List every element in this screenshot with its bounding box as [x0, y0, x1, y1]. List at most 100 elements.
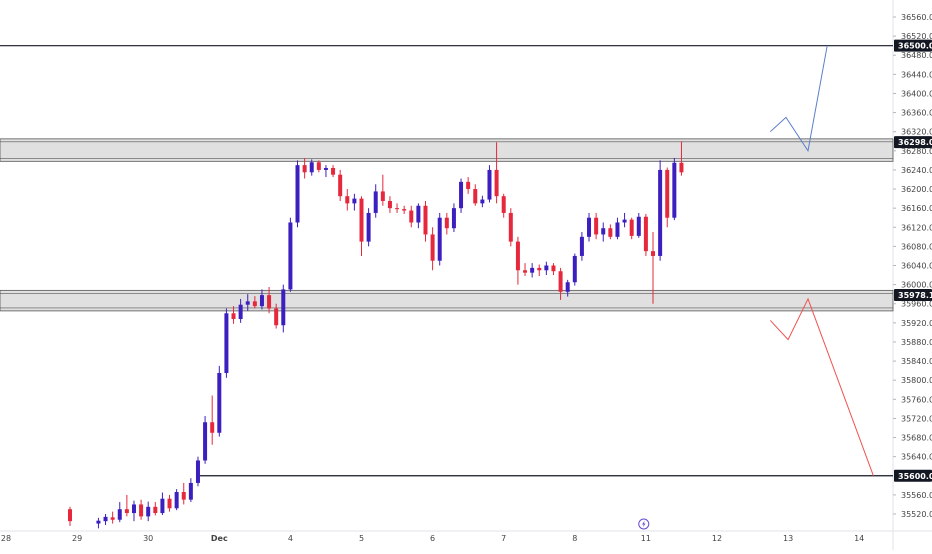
time-tick-label: 28	[1, 534, 11, 543]
candle-body	[345, 196, 350, 204]
price-tick-label: 36160.00	[901, 204, 932, 213]
price-tag	[894, 289, 932, 302]
candle-body	[601, 228, 606, 235]
candle-body	[274, 308, 279, 326]
time-tick-label: 12	[712, 534, 722, 543]
candle-body	[188, 482, 193, 500]
candle-body	[658, 169, 663, 256]
plot-background	[0, 0, 893, 531]
candle-body	[167, 498, 172, 509]
candle-body	[558, 271, 563, 292]
price-axis[interactable]: 36560.00 36520.00 36480.00 36440.00 36400.00…	[893, 13, 932, 519]
candle-body	[515, 241, 520, 271]
time-tick-label: Dec	[211, 534, 228, 543]
candle-body	[665, 169, 670, 218]
candle-body	[267, 295, 272, 309]
projection-layer	[769, 45, 874, 476]
candle-body	[437, 217, 442, 261]
candle-body	[252, 301, 257, 307]
price-tick-label: 36040.00	[901, 262, 932, 271]
candle-body	[373, 191, 378, 213]
candle-body	[587, 217, 592, 237]
candle-body	[309, 162, 314, 173]
time-tick-label: 13	[783, 534, 793, 543]
candle-body	[572, 255, 577, 283]
candle-body	[423, 205, 428, 235]
candle-body	[615, 222, 620, 237]
candle-body	[544, 265, 549, 271]
time-tick-label: 7	[501, 534, 506, 543]
candle-body	[416, 205, 421, 223]
candle-body	[679, 162, 684, 173]
candle-body	[565, 282, 570, 292]
candle-body	[494, 169, 499, 197]
candle-body	[238, 304, 243, 320]
candle-body	[608, 228, 613, 237]
candle-body	[316, 162, 321, 170]
candles-layer	[67, 141, 684, 529]
price-tag	[894, 39, 932, 52]
candle-body	[146, 506, 151, 517]
price-tick-label: 36440.00	[901, 70, 932, 79]
candle-body	[210, 422, 215, 433]
candle-body	[487, 169, 492, 200]
candle-body	[103, 516, 108, 522]
price-tag-label: 35600.00	[898, 472, 932, 481]
time-tick-label: 5	[359, 534, 364, 543]
price-tick-label: 35920.00	[901, 319, 932, 328]
candle-body	[153, 506, 158, 514]
bearish-projection-path	[769, 297, 874, 476]
candle-body	[459, 181, 464, 209]
price-tick-label: 35520.00	[901, 510, 932, 519]
candle-body	[643, 216, 648, 252]
candle-body	[217, 373, 222, 433]
candle-body	[203, 422, 208, 461]
candle-body	[551, 265, 556, 272]
price-tick-label: 36480.00	[901, 51, 932, 60]
time-tick-label: 29	[72, 534, 82, 543]
candle-body	[430, 234, 435, 261]
candle-body	[402, 209, 407, 211]
candle-body	[395, 208, 400, 210]
candle-body	[131, 504, 136, 514]
candle-body	[366, 212, 371, 242]
candle-body	[338, 174, 343, 197]
zones-layer	[0, 138, 894, 312]
candle-body	[174, 492, 179, 509]
time-axis[interactable]: 28 29 30 Dec 4 5 6 7 8 11 12 13 14	[1, 518, 864, 543]
candle-body	[181, 492, 186, 500]
candle-body	[67, 509, 72, 522]
candle-body	[195, 460, 200, 483]
price-tick-label: 36000.00	[901, 281, 932, 290]
candle-body	[466, 181, 471, 190]
candle-body	[508, 212, 513, 242]
candle-body	[651, 251, 656, 256]
price-tags-layer: 36500.00 35600.00 36298.07 35978.19	[894, 39, 932, 482]
candle-body	[139, 504, 144, 517]
levels-layer	[0, 45, 893, 477]
time-tick-label: 11	[641, 534, 651, 543]
candle-body	[523, 270, 528, 273]
candle-body	[501, 196, 506, 213]
price-tick-label: 35560.00	[901, 491, 932, 500]
price-tag-label: 35978.19	[898, 291, 932, 300]
candle-body	[110, 517, 115, 520]
candle-body	[323, 168, 328, 170]
price-tick-label: 35640.00	[901, 453, 932, 462]
candle-body	[622, 219, 627, 223]
time-tick-label: 6	[430, 534, 435, 543]
price-tick-label: 36120.00	[901, 223, 932, 232]
candle-body	[224, 313, 229, 374]
candle-body	[387, 200, 392, 209]
candle-body	[245, 301, 250, 305]
candle-body	[302, 165, 307, 173]
candle-body	[451, 208, 456, 229]
candle-body	[295, 165, 300, 223]
candle-body	[444, 217, 449, 229]
candle-body	[359, 198, 364, 242]
candle-body	[259, 295, 264, 307]
candle-body	[231, 313, 236, 320]
